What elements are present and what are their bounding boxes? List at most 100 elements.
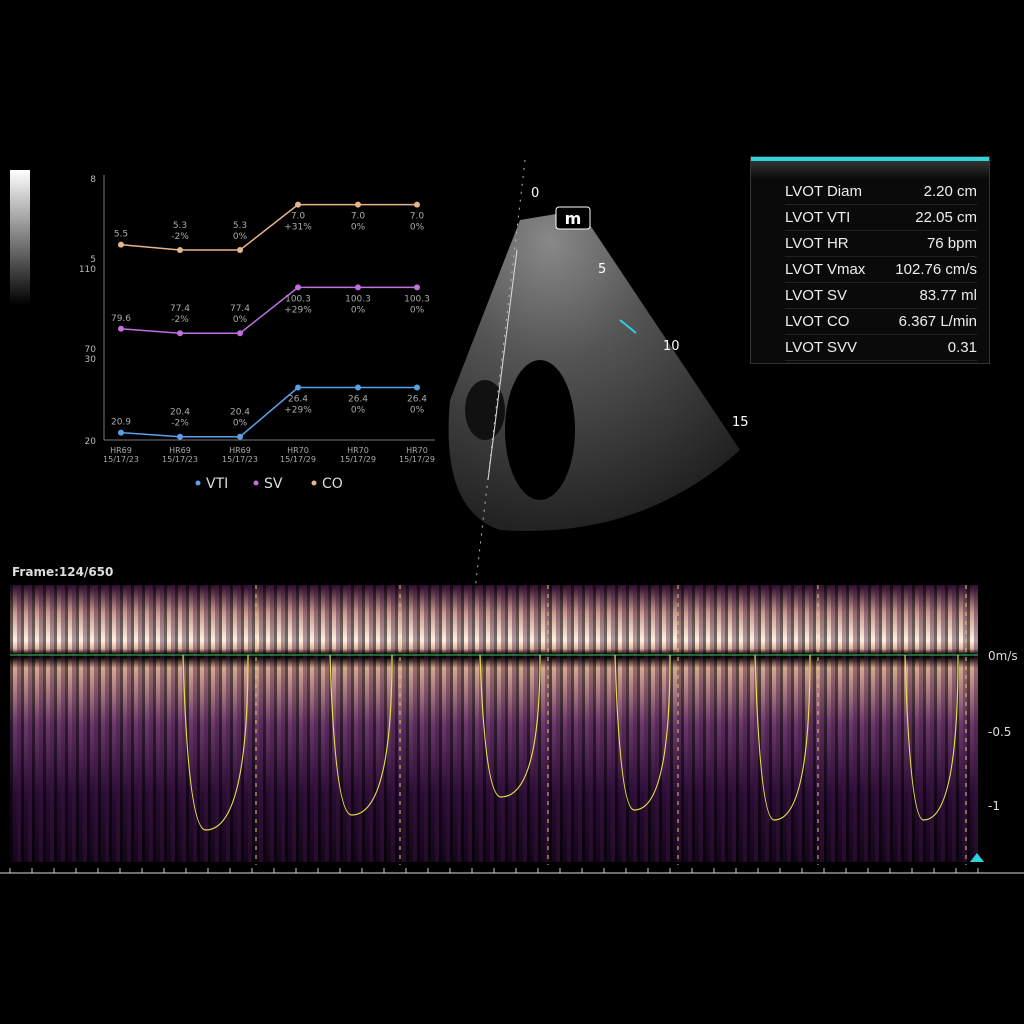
change-label: -2% xyxy=(171,419,189,429)
measurement-value: 2.20 cm xyxy=(923,183,977,200)
series-line-co xyxy=(120,203,417,251)
data-label: 79.6 xyxy=(111,314,131,324)
measurement-row: LVOT VTI 22.05 cm xyxy=(785,205,977,231)
data-label: 5.3 xyxy=(173,221,187,231)
data-label: 77.4 xyxy=(170,304,190,314)
left-ventricle xyxy=(505,360,575,500)
data-label: 26.4 xyxy=(348,395,368,405)
y-tick-label: 5 xyxy=(90,255,96,265)
x-tick-label: HR70 15/17/29 xyxy=(399,446,435,464)
scale-label-0: 0m/s xyxy=(988,649,1018,663)
x-tick-label: HR69 15/17/23 xyxy=(222,446,258,464)
data-label: 100.3 xyxy=(404,294,430,304)
measurement-row: LVOT SVV 0.31 xyxy=(785,335,977,361)
data-point xyxy=(414,284,420,291)
data-label: 26.4 xyxy=(407,395,427,405)
data-label: 7.0 xyxy=(351,212,366,222)
focus-marker[interactable] xyxy=(619,319,637,334)
change-label: 0% xyxy=(410,406,425,416)
echo-image: m 0 5 10 15 xyxy=(448,159,749,590)
frame-counter: Frame:124/650 xyxy=(12,565,114,579)
change-label: 0% xyxy=(410,305,425,315)
legend-marker xyxy=(195,480,201,486)
vti-envelope xyxy=(904,654,959,821)
data-point xyxy=(414,384,420,391)
legend-label: VTI xyxy=(206,476,228,492)
data-label: 20.4 xyxy=(170,408,190,418)
depth-5: 5 xyxy=(598,262,606,277)
series-line-vti xyxy=(120,386,417,438)
measurement-label: LVOT HR xyxy=(785,235,849,252)
depth-10: 10 xyxy=(663,339,680,354)
change-label: 0% xyxy=(351,406,366,416)
data-label: 77.4 xyxy=(230,304,250,314)
measurement-label: LVOT Diam xyxy=(785,183,862,200)
data-point xyxy=(295,284,301,291)
mode-badge-text: m xyxy=(565,209,582,228)
data-point xyxy=(177,247,183,253)
panel-header xyxy=(751,161,989,179)
data-label: 5.5 xyxy=(114,230,128,240)
legend-marker xyxy=(311,480,317,486)
measurement-value: 102.76 cm/s xyxy=(895,261,977,278)
data-point xyxy=(118,429,124,436)
data-label: 5.3 xyxy=(233,221,247,231)
change-label: +29% xyxy=(284,406,312,416)
y-tick-label: 20 xyxy=(85,437,97,447)
vti-envelope xyxy=(479,654,541,798)
data-point xyxy=(355,284,361,291)
data-label: 26.4 xyxy=(288,395,308,405)
mode-badge xyxy=(555,206,591,230)
data-point xyxy=(295,201,301,208)
y-tick-label: 110 xyxy=(80,265,96,275)
measurement-value: 83.77 ml xyxy=(919,287,977,304)
vti-envelope xyxy=(182,654,249,831)
legend-label: CO xyxy=(322,476,343,492)
scale-label-0.5: -0.5 xyxy=(988,725,1012,739)
series-line-sv xyxy=(120,286,417,334)
measurement-label: LVOT SV xyxy=(785,287,847,304)
trend-chart-svg: 855.55.3-2%5.30%7.0+31%7.00%7.00%1107079… xyxy=(79,175,435,492)
measurement-row: LVOT Vmax 102.76 cm/s xyxy=(785,257,977,283)
change-label: -2% xyxy=(171,315,189,325)
cursor-line[interactable] xyxy=(474,159,526,590)
measurement-row: LVOT SV 83.77 ml xyxy=(785,283,977,309)
data-point xyxy=(118,241,124,248)
panel-accent xyxy=(751,157,989,161)
baseline-marker-icon[interactable] xyxy=(970,853,984,862)
measurement-value: 0.31 xyxy=(947,339,977,356)
x-tick-label: HR70 15/17/29 xyxy=(280,446,316,464)
echo-sector xyxy=(448,210,740,531)
doppler-spectrum xyxy=(10,585,978,862)
measurement-value: 6.367 L/min xyxy=(898,313,977,330)
data-label: 100.3 xyxy=(285,294,311,304)
measurement-value: 22.05 cm xyxy=(915,209,977,226)
data-point xyxy=(177,433,183,440)
scale-label-1: -1 xyxy=(988,799,1000,813)
data-label: 20.4 xyxy=(230,408,250,418)
sample-line[interactable] xyxy=(487,249,518,481)
data-point xyxy=(355,201,361,208)
x-tick-label: HR69 15/17/23 xyxy=(103,446,139,464)
change-label: 0% xyxy=(233,315,248,325)
measurement-label: LVOT CO xyxy=(785,313,850,330)
measurement-value: 76 bpm xyxy=(926,235,977,252)
vti-envelope xyxy=(614,654,671,811)
data-point xyxy=(237,330,243,337)
data-label: 20.9 xyxy=(111,418,131,428)
measurement-label: LVOT Vmax xyxy=(785,261,866,278)
measurement-label: LVOT VTI xyxy=(785,209,851,226)
y-tick-label: 8 xyxy=(90,175,96,185)
data-label: 7.0 xyxy=(291,212,306,222)
measurement-row: LVOT Diam 2.20 cm xyxy=(785,179,977,205)
measurement-label: LVOT SVV xyxy=(785,339,857,356)
data-point xyxy=(118,325,124,332)
legend-marker xyxy=(253,480,259,486)
data-point xyxy=(355,384,361,391)
change-label: -2% xyxy=(171,232,189,242)
x-tick-label: HR69 15/17/23 xyxy=(162,446,198,464)
change-label: 0% xyxy=(233,419,248,429)
data-point xyxy=(237,247,243,253)
data-point xyxy=(237,433,243,440)
data-label: 7.0 xyxy=(410,212,425,222)
